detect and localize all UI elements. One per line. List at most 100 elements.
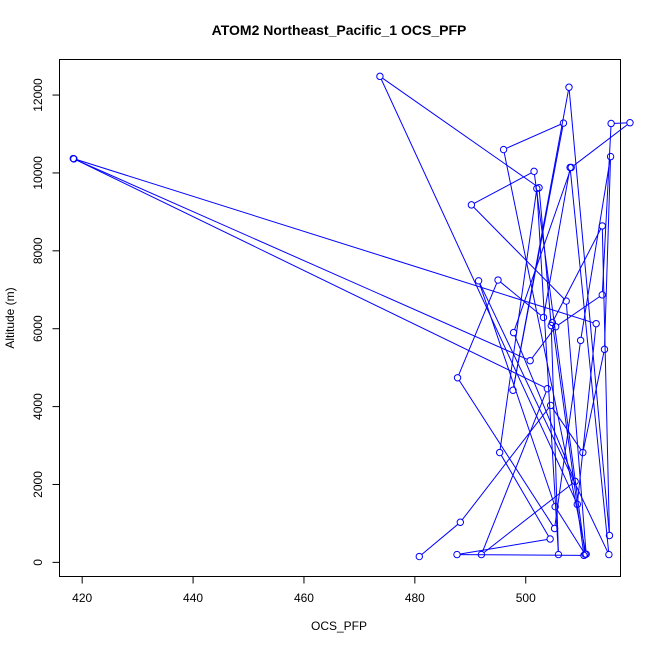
series-line-segment: [553, 228, 602, 320]
series-line-segment: [533, 174, 586, 552]
data-point: [562, 297, 570, 305]
data-point: [453, 374, 462, 382]
y-axis-label: Altitude (m): [3, 287, 17, 348]
series-line-segment: [76, 159, 528, 360]
series-line-segment: [580, 159, 611, 338]
y-tick-label: 6000: [31, 315, 45, 342]
data-point: [550, 524, 559, 533]
data-point: [592, 319, 600, 328]
data-point: [547, 321, 555, 330]
series-line-segment: [458, 282, 498, 376]
y-tick-label: 0: [31, 559, 45, 566]
series-line-segment: [380, 79, 577, 502]
series-line-segment: [461, 407, 550, 521]
series-line-segment: [460, 554, 581, 556]
series-line-segment: [382, 77, 537, 187]
series-line-segment: [473, 172, 532, 204]
series-line-segment: [76, 159, 594, 324]
data-point: [70, 155, 78, 163]
data-point: [565, 83, 573, 91]
series-line-segment: [556, 509, 584, 552]
x-tick-label: 420: [72, 591, 92, 605]
data-point: [474, 277, 483, 285]
series-line-segment: [550, 328, 559, 552]
series-line-segment: [573, 124, 628, 166]
data-point: [509, 328, 518, 337]
series-line-segment: [460, 539, 548, 555]
series-line-segment: [577, 326, 597, 502]
series-line-segment: [604, 159, 611, 347]
series-line-segment: [75, 159, 545, 388]
data-point: [376, 72, 384, 81]
data-point: [598, 222, 606, 230]
data-point: [551, 323, 560, 331]
series-line-segment: [500, 281, 542, 316]
series-line-segment: [513, 90, 569, 388]
y-tick-label: 12000: [31, 78, 45, 112]
series-line-segment: [483, 482, 573, 554]
series-line-segment: [558, 296, 600, 326]
chart-title: ATOM2 Northeast_Pacific_1 OCS_PFP: [212, 22, 467, 38]
series-line-segment: [614, 122, 627, 124]
data-point: [606, 152, 615, 161]
series-line-segment: [458, 380, 554, 527]
x-tick-label: 440: [183, 591, 203, 605]
data-point: [546, 535, 554, 543]
data-point: [499, 145, 508, 154]
data-point: [543, 384, 552, 393]
data-point: [576, 336, 585, 345]
data-point: [526, 356, 534, 365]
series-line-segment: [479, 283, 608, 552]
y-tick-label: 4000: [31, 393, 45, 420]
data-point: [554, 550, 563, 559]
data-point: [551, 502, 559, 511]
data-point: [580, 551, 588, 560]
data-point: [600, 345, 609, 354]
y-tick-label: 10000: [31, 156, 45, 190]
data-point: [535, 184, 543, 192]
data-point: [598, 291, 606, 299]
data-point: [509, 386, 517, 394]
series-line-segment: [473, 206, 565, 300]
data-point: [477, 550, 486, 559]
data-point: [579, 448, 587, 457]
data-point: [495, 448, 504, 457]
series-line-segment: [538, 190, 552, 323]
data-series: [69, 72, 634, 561]
y-tick-label: 2000: [31, 471, 45, 498]
data-point: [453, 550, 461, 559]
series-line-segment: [514, 335, 575, 479]
series-line-segment: [568, 90, 610, 533]
series-line-segment: [531, 329, 555, 359]
series-line-segment: [482, 391, 547, 552]
data-point: [530, 167, 538, 176]
data-point: [467, 201, 476, 209]
data-point: [571, 477, 579, 486]
series-line-segment: [569, 170, 610, 552]
series-line-segment: [500, 455, 549, 537]
data-point: [494, 276, 502, 284]
data-point: [605, 531, 614, 540]
series-line-segment: [601, 126, 612, 292]
y-axis: 0 2000 4000 6000 8000 10000 12000: [31, 78, 60, 566]
y-tick-label: 8000: [31, 237, 45, 264]
x-tick-label: 500: [516, 591, 536, 605]
data-point: [456, 518, 465, 526]
data-point: [539, 313, 548, 322]
series-line-segment: [552, 325, 585, 553]
x-tick-label: 460: [294, 591, 314, 605]
x-axis-label: OCS_PFP: [311, 619, 367, 633]
x-tick-label: 480: [405, 591, 425, 605]
series-line-segment: [503, 152, 587, 552]
data-point: [415, 552, 423, 561]
plot-area: [59, 59, 621, 577]
series-line-segment: [536, 191, 559, 552]
x-axis: 420 440 460 480 500: [72, 576, 536, 605]
series-line-segment: [506, 123, 561, 149]
series-line-segment: [421, 523, 459, 555]
data-point: [607, 119, 615, 128]
data-point: [567, 163, 575, 172]
series-line-segment: [565, 304, 587, 552]
data-point: [573, 500, 582, 509]
data-point: [559, 119, 568, 127]
